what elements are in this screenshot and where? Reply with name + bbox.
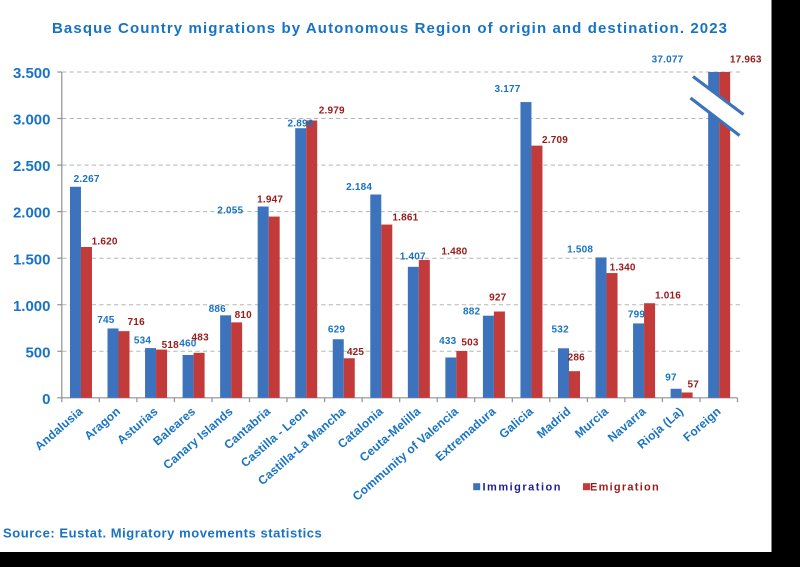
svg-text:500: 500 [25, 344, 50, 361]
svg-text:1.016: 1.016 [655, 291, 681, 302]
svg-text:2.896: 2.896 [287, 119, 313, 130]
svg-text:1.480: 1.480 [441, 247, 467, 258]
svg-text:2.267: 2.267 [74, 174, 100, 185]
svg-text:518: 518 [162, 340, 180, 351]
svg-text:1.861: 1.861 [392, 213, 418, 224]
svg-text:0: 0 [42, 391, 50, 408]
svg-text:1.508: 1.508 [567, 245, 593, 256]
svg-text:2.000: 2.000 [13, 205, 51, 222]
svg-text:1.620: 1.620 [92, 236, 118, 247]
svg-text:532: 532 [552, 325, 570, 336]
svg-text:Immigration: Immigration [483, 481, 562, 493]
svg-text:483: 483 [192, 333, 210, 344]
svg-text:460: 460 [179, 339, 197, 350]
svg-text:2.709: 2.709 [542, 135, 568, 146]
svg-text:37.077: 37.077 [652, 55, 684, 66]
svg-text:745: 745 [97, 315, 115, 326]
svg-text:629: 629 [328, 324, 346, 335]
svg-text:425: 425 [347, 347, 365, 358]
svg-text:3.500: 3.500 [13, 65, 51, 82]
svg-text:2.055: 2.055 [217, 205, 243, 216]
svg-text:17.963: 17.963 [730, 55, 762, 66]
svg-text:286: 286 [568, 352, 586, 363]
svg-text:Source: Eustat. Migratory move: Source: Eustat. Migratory movements stat… [3, 526, 322, 541]
svg-text:57: 57 [688, 379, 700, 390]
svg-text:534: 534 [134, 336, 152, 347]
svg-text:2.500: 2.500 [13, 158, 51, 175]
svg-text:Basque Country migrations by A: Basque Country migrations by Autonomous … [52, 20, 728, 37]
svg-text:3.177: 3.177 [494, 84, 520, 95]
svg-text:1.947: 1.947 [257, 195, 283, 206]
svg-text:1.500: 1.500 [13, 251, 51, 268]
svg-text:97: 97 [665, 373, 677, 384]
svg-text:882: 882 [463, 306, 481, 317]
svg-text:503: 503 [461, 338, 479, 349]
svg-text:1.000: 1.000 [13, 298, 51, 315]
svg-text:1.340: 1.340 [610, 262, 636, 273]
svg-text:716: 716 [128, 317, 146, 328]
svg-text:2.979: 2.979 [319, 105, 345, 116]
svg-text:2.184: 2.184 [346, 182, 372, 193]
svg-text:3.000: 3.000 [13, 112, 51, 129]
svg-text:1.407: 1.407 [400, 252, 426, 263]
svg-text:433: 433 [439, 336, 457, 347]
svg-text:886: 886 [209, 304, 227, 315]
svg-text:799: 799 [628, 310, 646, 321]
svg-text:927: 927 [489, 293, 507, 304]
svg-text:Emigration: Emigration [590, 481, 660, 493]
svg-text:810: 810 [235, 310, 253, 321]
